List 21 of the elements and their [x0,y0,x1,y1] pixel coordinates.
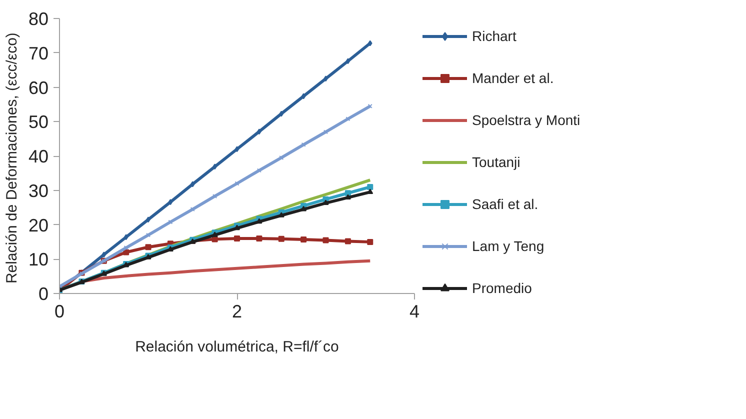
y-tick-label: 50 [28,112,49,132]
y-tick-label: 20 [28,215,49,236]
x-tick-label: 0 [54,302,65,322]
x-tick-label: 4 [409,302,420,322]
legend-label: Toutanji [472,154,520,170]
x-tick-label: 2 [232,302,242,322]
legend-label: Richart [472,28,516,44]
legend-label: Promedio [472,280,532,296]
y-tick-label: 60 [28,78,49,98]
y-tick-label: 0 [38,284,49,304]
y-tick-label: 70 [28,43,49,64]
y-axis-title: Relación de Deformaciones, (εcc/εco) [3,32,20,284]
legend-label: Saafi et al. [472,196,538,212]
y-tick-label: 10 [28,250,49,270]
legend-label: Lam y Teng [472,238,544,254]
y-tick-label: 80 [28,9,49,29]
legend-label: Mander et al. [472,70,554,86]
y-tick-label: 40 [28,146,49,166]
x-axis-title: Relación volumétrica, R=fl/f´co [135,338,339,356]
y-tick-label: 30 [28,180,49,201]
legend-label: Spoelstra y Monti [472,112,580,128]
